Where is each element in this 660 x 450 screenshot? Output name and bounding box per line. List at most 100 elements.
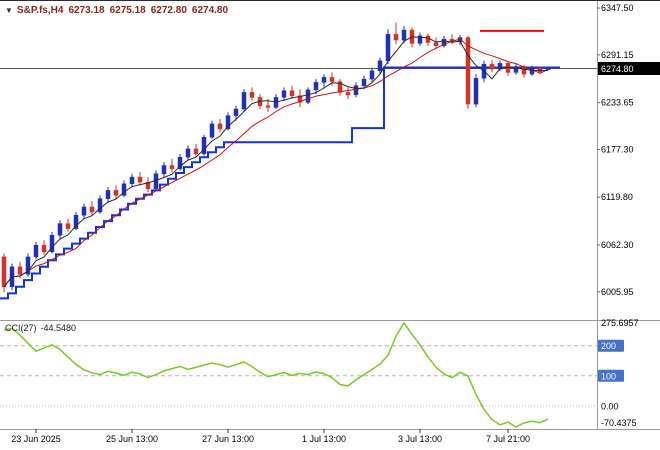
price-axis-label: 6291.15 xyxy=(601,50,634,60)
candle-body xyxy=(513,66,519,73)
cci-axis-labels: 275.6957 -70.4375 200 100 0.00 xyxy=(598,318,639,428)
candle-body xyxy=(169,165,175,170)
frame-layer xyxy=(0,1,660,430)
candle-body xyxy=(393,33,399,41)
candle-body xyxy=(401,29,407,41)
candle-body xyxy=(329,77,335,82)
trail-line-layer xyxy=(0,66,560,300)
ma-fast-black-line xyxy=(3,36,549,288)
candle-body xyxy=(225,115,231,130)
candle-body xyxy=(369,70,375,80)
moving-averages-layer xyxy=(3,36,549,288)
chart-header: ▼ S&P.fs,H4 6273.18 6275.18 6272.80 6274.80 xyxy=(5,5,228,16)
candle-body xyxy=(209,123,215,138)
candle-body xyxy=(361,78,367,86)
current-price-label: 6274.80 xyxy=(601,64,634,74)
candle-body xyxy=(113,190,119,196)
candle-body xyxy=(385,33,391,62)
current-price-box xyxy=(598,62,660,75)
candle-body xyxy=(89,206,95,213)
candle-body xyxy=(137,176,143,183)
candle-body xyxy=(321,77,327,83)
candle-body xyxy=(57,223,63,236)
cci-level-label: 0.00 xyxy=(601,401,619,411)
cci-current-value: -44.5480 xyxy=(40,323,77,333)
candle-body xyxy=(353,85,359,96)
candle-body xyxy=(129,176,135,184)
candle-body xyxy=(73,215,79,229)
time-axis-labels: 23 Jun 2025 25 Jun 13:00 27 Jun 13:00 1 Jul… xyxy=(11,429,530,444)
candle-body xyxy=(17,266,23,275)
candle-body xyxy=(1,256,7,288)
price-axis-labels: 6347.50 6291.15 6233.65 6177.30 6119.80 6062.… xyxy=(597,3,660,297)
candle-body xyxy=(281,90,287,98)
cci-level-badge xyxy=(598,339,624,352)
time-axis-label: 27 Jun 13:00 xyxy=(202,434,254,444)
cci-scale-max-label: 275.6957 xyxy=(601,318,639,328)
cci-indicator-label: CCI(27) -44.5480 xyxy=(5,323,76,333)
candle-body xyxy=(417,35,423,44)
candle-body xyxy=(217,123,223,130)
candle-body xyxy=(161,165,167,175)
candle-body xyxy=(193,148,199,155)
candle-body xyxy=(49,235,55,253)
price-axis-label: 6347.50 xyxy=(601,3,634,13)
candle-body xyxy=(81,206,87,216)
candle-body xyxy=(65,223,71,229)
candle-body xyxy=(313,82,319,91)
cci-level-label: 100 xyxy=(601,371,616,381)
candle-body xyxy=(233,108,239,116)
candle-body xyxy=(241,92,247,110)
time-axis-label: 3 Jul 13:00 xyxy=(398,434,442,444)
candle-body xyxy=(105,190,111,199)
candle-body xyxy=(465,37,471,105)
candle-body xyxy=(345,92,351,96)
candle-body xyxy=(337,81,343,93)
cci-scale-min-label: -70.4375 xyxy=(601,418,637,428)
candle-body xyxy=(265,105,271,108)
candle-body xyxy=(377,60,383,72)
candle-body xyxy=(25,256,31,275)
price-axis-label: 6177.30 xyxy=(601,144,634,154)
candle-body xyxy=(97,198,103,213)
trailing-stop-step-line xyxy=(0,66,560,300)
candles-layer xyxy=(1,22,551,293)
price-axis-label: 6233.65 xyxy=(601,98,634,108)
symbol-timeframe-label: S&P.fs,H4 xyxy=(16,5,64,16)
ohlc-low-value: 6272.80 xyxy=(150,5,187,16)
time-axis-label: 1 Jul 13:00 xyxy=(302,434,346,444)
cci-indicator-line xyxy=(3,321,549,428)
price-axis-label: 6062.30 xyxy=(601,240,634,250)
time-axis-label: 7 Jul 21:00 xyxy=(486,434,530,444)
ma-slow-red-line xyxy=(3,38,549,288)
time-axis-label: 23 Jun 2025 xyxy=(11,434,61,444)
candle-body xyxy=(529,68,535,75)
candle-body xyxy=(441,38,447,47)
candle-body xyxy=(177,156,183,170)
candle-body xyxy=(145,181,151,189)
candle-body xyxy=(305,89,311,103)
candle-body xyxy=(433,42,439,47)
cci-level-label: 200 xyxy=(601,341,616,351)
candle-body xyxy=(185,148,191,158)
cci-name: CCI(27) xyxy=(5,323,37,333)
symbol-dropdown-icon[interactable]: ▼ xyxy=(5,6,13,15)
candle-body xyxy=(489,63,495,70)
candle-body xyxy=(33,244,39,258)
cci-levels-layer xyxy=(0,345,597,407)
cci-line-layer xyxy=(3,321,549,428)
candle-body xyxy=(201,136,207,155)
candle-body xyxy=(473,78,479,105)
ohlc-open-value: 6273.18 xyxy=(68,5,105,16)
candle-body xyxy=(249,92,255,98)
candle-body xyxy=(297,95,303,103)
time-axis-label: 25 Jun 13:00 xyxy=(106,434,158,444)
candle-body xyxy=(121,183,127,196)
ohlc-high-value: 6275.18 xyxy=(109,5,146,16)
price-axis-label: 6119.80 xyxy=(601,192,633,202)
candle-body xyxy=(289,90,295,96)
price-axis-label: 6005.95 xyxy=(601,287,634,297)
cci-level-badge xyxy=(598,369,624,382)
